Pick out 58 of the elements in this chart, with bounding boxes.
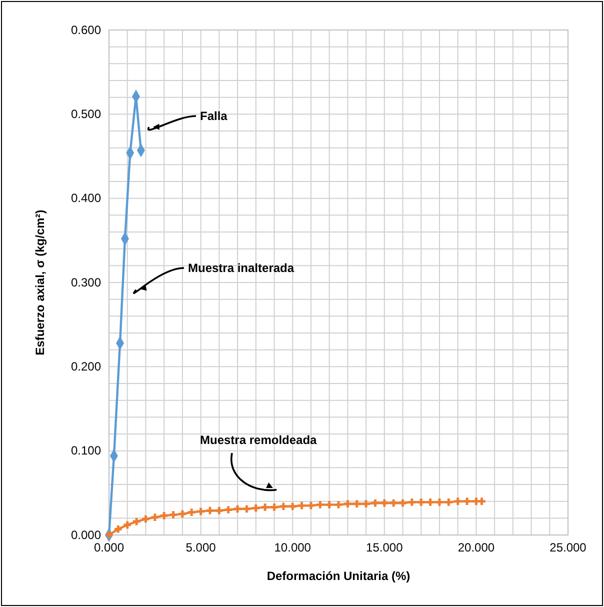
x-tick-label: 0.000	[94, 540, 124, 555]
point	[334, 501, 342, 508]
x-tick-label: 5.000	[186, 540, 216, 555]
point	[142, 515, 150, 523]
x-tick-label: 15.000	[366, 540, 404, 555]
x-tick-label: 10.000	[274, 540, 312, 555]
y-tick-label: 0.200	[70, 360, 102, 374]
point	[454, 498, 462, 506]
point	[124, 521, 132, 529]
y-tick-label: 0.400	[70, 191, 102, 206]
point	[316, 501, 324, 508]
point	[390, 499, 398, 507]
point	[170, 511, 177, 518]
y-tick-label: 0.500	[70, 107, 102, 122]
point	[326, 501, 333, 508]
x-axis-title: Deformación Unitaria (%)	[266, 569, 410, 583]
point	[178, 510, 186, 518]
point	[215, 506, 223, 514]
point	[444, 498, 452, 506]
point	[234, 505, 242, 513]
point	[188, 508, 196, 516]
annotation: Muestra remoldeada	[200, 433, 318, 448]
point	[478, 498, 486, 506]
point	[224, 506, 232, 514]
y-tick-label: 0.300	[70, 275, 102, 290]
point	[380, 499, 388, 507]
point	[243, 505, 250, 513]
point	[436, 498, 444, 506]
point	[132, 518, 140, 526]
y-tick-label: 0.600	[70, 22, 102, 37]
point	[463, 498, 471, 506]
point	[252, 504, 260, 512]
point	[344, 500, 352, 508]
point	[288, 502, 296, 510]
point	[206, 506, 214, 514]
point	[298, 502, 306, 510]
point	[426, 498, 434, 506]
point	[399, 499, 406, 507]
point	[270, 504, 278, 511]
annotation: Falla	[200, 109, 228, 124]
point	[160, 512, 168, 520]
point	[114, 525, 122, 533]
x-tick-label: 20.000	[458, 540, 495, 555]
y-tick-label: 0.100	[70, 444, 102, 458]
point	[372, 499, 379, 507]
point	[261, 504, 269, 511]
annotation: Muestra inalterada	[188, 261, 294, 276]
y-tick-label: 0.000	[70, 528, 102, 542]
point	[307, 502, 315, 510]
point	[417, 498, 425, 506]
point	[408, 498, 416, 506]
point	[197, 508, 204, 516]
point	[353, 500, 361, 508]
y-axis-title: Esfuerzo axial, σ (kg/cm²)	[33, 210, 47, 356]
point	[280, 502, 288, 510]
point	[362, 500, 370, 508]
point	[151, 514, 159, 521]
x-tick-label: 25.000	[550, 540, 587, 555]
